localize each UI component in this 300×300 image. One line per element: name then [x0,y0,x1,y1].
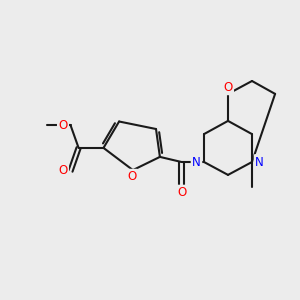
Text: O: O [58,164,68,178]
Text: N: N [192,155,201,169]
Text: O: O [177,186,186,199]
Text: O: O [224,81,232,94]
Text: O: O [58,118,68,132]
Text: O: O [128,170,137,183]
Text: N: N [255,155,264,169]
